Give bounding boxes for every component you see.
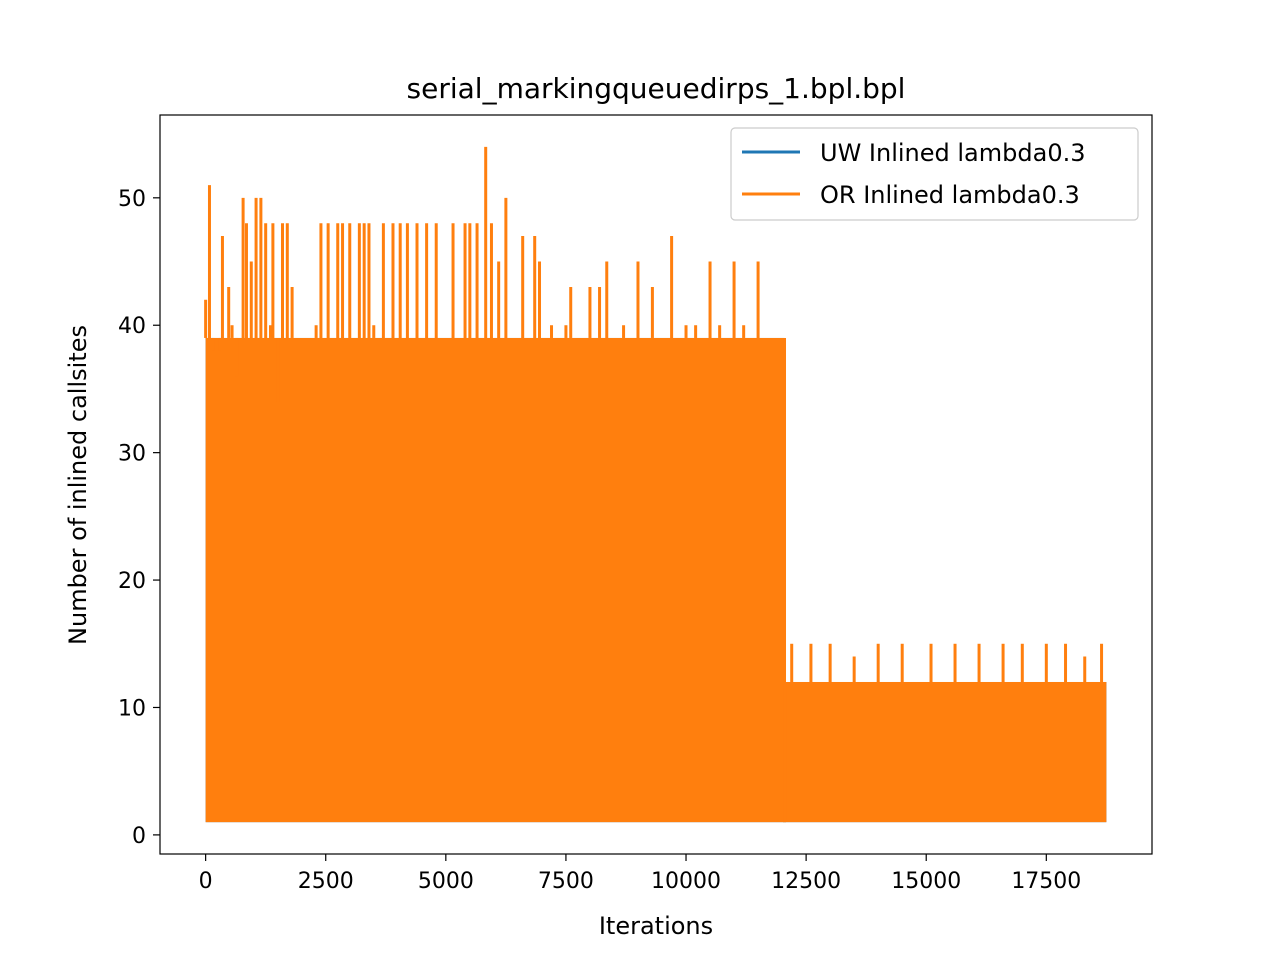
x-tick-label: 17500	[1011, 869, 1081, 894]
x-tick-label: 2500	[298, 869, 354, 894]
chart-title: serial_markingqueuedirps_1.bpl.bpl	[407, 72, 906, 105]
axes-frame	[159, 114, 1153, 855]
legend: UW Inlined lambda0.3 OR Inlined lambda0.…	[730, 127, 1139, 221]
x-tick-label: 0	[199, 869, 213, 894]
x-tick-label: 15000	[891, 869, 961, 894]
x-tick-label: 5000	[418, 869, 474, 894]
legend-box	[730, 127, 1139, 221]
y-axis-label: Number of inlined callsites	[64, 325, 92, 645]
x-tick-label: 7500	[538, 869, 594, 894]
y-tick-label: 50	[118, 187, 146, 212]
series-band	[205, 337, 785, 823]
x-axis-label: Iterations	[599, 912, 713, 940]
y-tick-label: 20	[118, 569, 146, 594]
y-axis-ticks: 0 10 20 30 40 50	[118, 187, 160, 849]
legend-label-or: OR Inlined lambda0.3	[820, 181, 1080, 209]
x-axis-ticks: 0 2500 5000 7500 10000 12500 15000 17500	[199, 854, 1081, 894]
y-tick-label: 10	[118, 696, 146, 721]
plot-area	[204, 146, 1107, 823]
series-or	[204, 146, 1107, 823]
legend-label-uw: UW Inlined lambda0.3	[820, 139, 1086, 167]
y-tick-label: 40	[118, 314, 146, 339]
y-tick-label: 30	[118, 442, 146, 467]
x-tick-label: 10000	[651, 869, 721, 894]
x-tick-label: 12500	[771, 869, 841, 894]
series-band	[784, 681, 1107, 823]
y-tick-label: 0	[132, 824, 146, 849]
